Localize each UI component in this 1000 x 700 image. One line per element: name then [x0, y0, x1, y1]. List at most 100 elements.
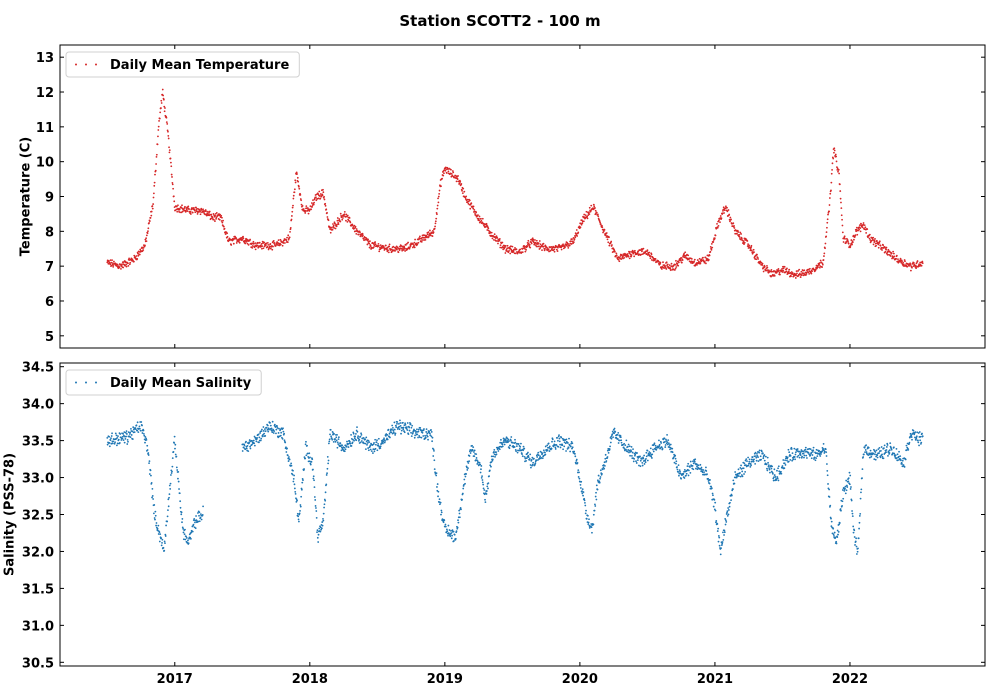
salinity-data-point-41 — [121, 437, 124, 440]
salinity-data-point-744 — [420, 436, 423, 439]
temperature-data-point-2002 — [847, 240, 849, 243]
temperature-data-point-1984 — [840, 207, 843, 210]
salinity-data-point-1188 — [584, 512, 587, 515]
temperature-data-point-1166 — [537, 242, 540, 245]
temperature-data-point-136 — [156, 143, 159, 146]
salinity-data-point-28 — [116, 442, 119, 445]
salinity-data-point-848 — [458, 516, 461, 519]
salinity-data-point-1478 — [692, 460, 694, 463]
salinity-data-point-797 — [440, 513, 442, 516]
salinity-data-point-133 — [155, 522, 158, 524]
temperature-data-point-1316 — [593, 205, 596, 208]
temperature-data-point-989 — [472, 207, 475, 210]
temperature-data-point-1327 — [597, 215, 600, 218]
temperature-data-point-1502 — [662, 261, 664, 264]
salinity-data-point-1146 — [569, 450, 572, 453]
salinity-data-point-1935 — [861, 477, 863, 480]
salinity-data-point-1044 — [531, 456, 534, 459]
salinity-data-point-583 — [360, 440, 363, 442]
salinity-data-point-2038 — [899, 455, 902, 458]
salinity-data-point-1921 — [855, 553, 858, 555]
temperature-data-point-954 — [459, 180, 462, 183]
salinity-data-point-1341 — [641, 461, 644, 464]
salinity-data-point-1752 — [793, 447, 796, 450]
salinity-data-point-1514 — [705, 470, 708, 472]
temperature-data-point-2075 — [874, 238, 876, 240]
temperature-data-point-1715 — [740, 237, 743, 240]
temperature-data-point-1683 — [729, 220, 731, 223]
salinity-data-point-1946 — [865, 444, 868, 447]
salinity-y-tick-label: 32.5 — [22, 509, 54, 524]
temperature-data-point-620 — [335, 225, 338, 228]
salinity-data-point-1824 — [820, 453, 822, 455]
salinity-data-point-315 — [261, 435, 264, 438]
temperature-data-point-735 — [378, 250, 381, 253]
temperature-data-point-396 — [252, 242, 255, 245]
temperature-data-point-1897 — [808, 273, 811, 275]
temperature-data-point-635 — [341, 218, 344, 221]
salinity-data-point-1782 — [804, 448, 807, 451]
salinity-data-point-88 — [138, 427, 141, 430]
temperature-data-point-1823 — [780, 269, 783, 272]
salinity-data-point-813 — [446, 528, 448, 531]
temperature-data-point-1337 — [601, 224, 603, 227]
temperature-data-point-2035 — [859, 227, 862, 229]
temperature-data-point-1302 — [588, 211, 590, 214]
salinity-data-point-92 — [140, 421, 143, 423]
salinity-data-point-868 — [466, 469, 469, 471]
temperature-data-point-1515 — [666, 263, 669, 266]
temperature-data-point-2126 — [892, 252, 895, 255]
salinity-data-point-1893 — [845, 489, 848, 492]
salinity-data-point-58 — [127, 431, 130, 434]
salinity-data-point-780 — [433, 468, 436, 471]
salinity-data-point-1870 — [837, 533, 839, 536]
temperature-data-point-272 — [207, 210, 209, 213]
temperature-data-point-1458 — [645, 252, 648, 255]
salinity-data-point-430 — [304, 457, 307, 460]
temperature-data-point-2054 — [866, 228, 869, 231]
temperature-data-point-154 — [163, 105, 166, 108]
salinity-data-point-877 — [469, 452, 472, 454]
salinity-data-point-881 — [471, 444, 473, 447]
temperature-data-point-441 — [269, 243, 272, 245]
salinity-data-point-1784 — [805, 454, 808, 457]
temperature-data-point-2037 — [860, 222, 862, 225]
salinity-data-point-1301 — [626, 450, 629, 453]
temperature-data-point-1089 — [509, 252, 512, 255]
salinity-data-point-543 — [346, 440, 348, 443]
salinity-data-point-1841 — [826, 469, 829, 472]
salinity-data-point-1356 — [646, 459, 649, 462]
temperature-data-point-1180 — [542, 245, 545, 248]
temperature-data-point-134 — [155, 153, 158, 156]
salinity-y-axis-label: Salinity (PSS-78) — [3, 453, 18, 576]
salinity-data-point-1877 — [839, 508, 842, 510]
salinity-data-point-1346 — [643, 454, 646, 457]
salinity-data-point-888 — [473, 449, 476, 452]
temperature-data-point-379 — [246, 242, 249, 245]
temperature-data-point-56 — [127, 262, 129, 265]
temperature-data-point-1824 — [781, 267, 784, 270]
temperature-data-point-1951 — [828, 210, 831, 213]
salinity-legend-label: Daily Mean Salinity — [110, 376, 252, 391]
salinity-data-point-2074 — [912, 429, 915, 432]
salinity-data-point-1602 — [737, 475, 740, 478]
salinity-data-point-335 — [269, 422, 271, 424]
salinity-data-point-982 — [508, 447, 511, 450]
salinity-data-point-1708 — [777, 467, 779, 470]
salinity-data-point-1976 — [876, 454, 879, 457]
temperature-data-point-1255 — [570, 243, 573, 245]
salinity-data-point-798 — [440, 509, 443, 512]
temperature-data-point-1073 — [503, 247, 506, 250]
temperature-data-point-52 — [125, 265, 128, 268]
salinity-data-point-1189 — [585, 509, 587, 512]
salinity-data-point-12 — [110, 435, 113, 437]
temperature-data-point-977 — [467, 200, 470, 203]
temperature-data-point-869 — [427, 235, 430, 238]
salinity-data-point-1945 — [864, 449, 867, 451]
salinity-data-point-1902 — [848, 483, 851, 486]
temperature-data-point-367 — [242, 235, 244, 238]
temperature-data-point-783 — [396, 248, 398, 251]
salinity-data-point-1840 — [826, 463, 828, 465]
temperature-data-point-519 — [298, 187, 301, 190]
